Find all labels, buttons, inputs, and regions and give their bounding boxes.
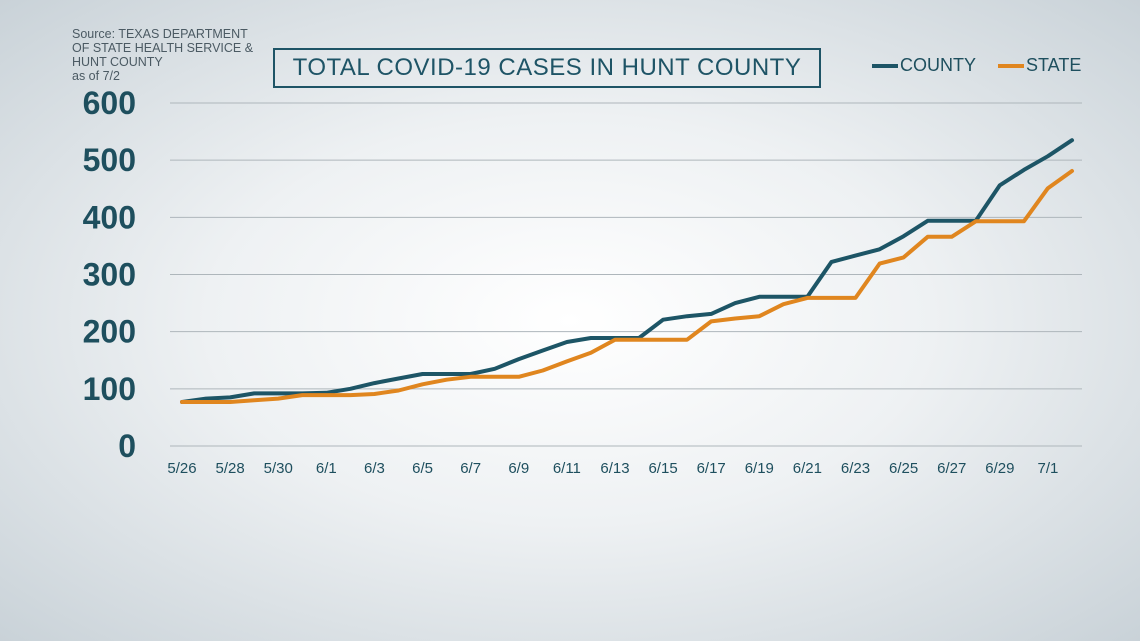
y-tick-label: 500 <box>83 142 136 178</box>
legend-swatch-state <box>998 63 1024 68</box>
source-line: as of 7/2 <box>72 69 120 83</box>
source-note: Source: TEXAS DEPARTMENT OF STATE HEALTH… <box>72 27 272 83</box>
x-tick-label: 6/19 <box>745 460 774 477</box>
x-tick-label: 5/30 <box>264 460 293 477</box>
legend-swatch-county <box>872 63 898 68</box>
series-line-county <box>180 138 1074 404</box>
chart-title: TOTAL COVID-19 CASES IN HUNT COUNTY <box>292 54 802 81</box>
y-tick-label: 200 <box>83 314 136 350</box>
source-line: HUNT COUNTY <box>72 55 163 69</box>
chart-title-box: TOTAL COVID-19 CASES IN HUNT COUNTY <box>273 48 821 88</box>
x-tick-label: 5/26 <box>167 460 196 477</box>
x-tick-label: 6/15 <box>648 460 677 477</box>
legend-item-state: STATE <box>998 55 1081 76</box>
y-tick-label: 100 <box>83 371 136 407</box>
x-tick-label: 6/25 <box>889 460 918 477</box>
x-tick-label: 6/1 <box>316 460 337 477</box>
source-line: Source: TEXAS DEPARTMENT <box>72 27 248 41</box>
x-tick-label: 6/21 <box>793 460 822 477</box>
x-tick-label: 6/27 <box>937 460 966 477</box>
x-tick-label: 6/3 <box>364 460 385 477</box>
x-tick-label: 6/17 <box>697 460 726 477</box>
y-tick-label: 400 <box>83 199 136 235</box>
chart-legend: COUNTY STATE <box>872 55 1103 76</box>
x-tick-label: 6/7 <box>460 460 481 477</box>
legend-label-state: STATE <box>1026 55 1082 75</box>
x-tick-label: 7/1 <box>1038 460 1059 477</box>
x-tick-label: 6/11 <box>553 460 581 477</box>
legend-label-county: COUNTY <box>900 55 976 75</box>
y-tick-label: 0 <box>118 428 136 464</box>
y-tick-label: 600 <box>83 85 136 121</box>
x-tick-label: 6/13 <box>600 460 629 477</box>
source-line: OF STATE HEALTH SERVICE & <box>72 41 254 55</box>
x-tick-label: 6/23 <box>841 460 870 477</box>
x-tick-label: 6/29 <box>985 460 1014 477</box>
x-tick-label: 5/28 <box>216 460 245 477</box>
series-line-state <box>180 169 1074 404</box>
y-tick-label: 300 <box>83 257 136 293</box>
legend-item-county: COUNTY <box>872 55 976 76</box>
x-tick-label: 6/9 <box>508 460 529 477</box>
x-tick-label: 6/5 <box>412 460 433 477</box>
